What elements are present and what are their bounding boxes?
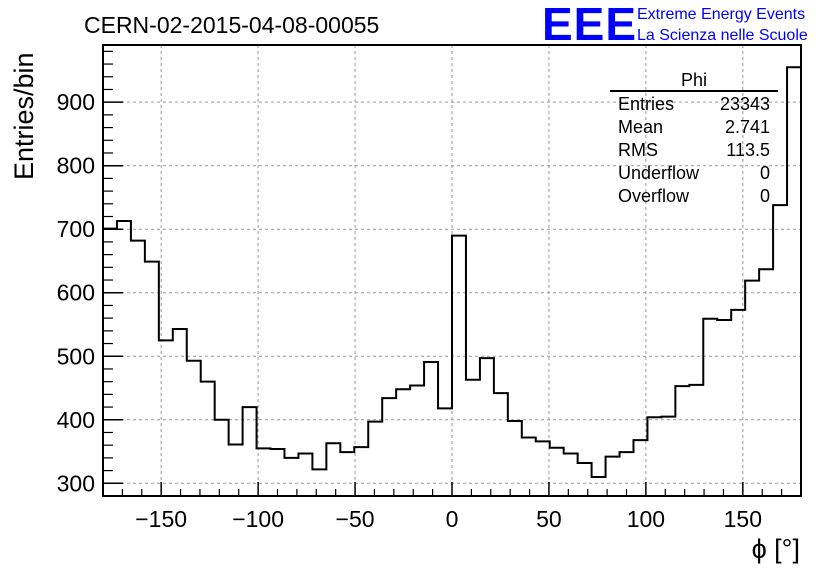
stats-value-mean: 2.741	[725, 117, 770, 137]
y-axis-label: Entries/bin	[9, 52, 39, 180]
y-tick-labels: 300 400 500 600 700 800 900	[57, 89, 95, 496]
stats-value-entries: 23343	[720, 94, 770, 114]
x-tick-label: −50	[336, 506, 375, 532]
x-tick-label: −150	[135, 506, 187, 532]
x-axis-label: ϕ [°]	[752, 534, 800, 564]
stats-value-overflow: 0	[760, 186, 770, 206]
axis-ticks	[102, 50, 802, 497]
y-tick-label: 800	[57, 153, 95, 179]
stats-box: Phi Entries 23343 Mean 2.741 RMS 113.5 U…	[610, 70, 778, 206]
stats-title: Phi	[681, 70, 707, 90]
stats-label-overflow: Overflow	[618, 186, 690, 206]
logo-line-2: La Scienza nelle Scuole	[637, 27, 808, 44]
stats-label-entries: Entries	[618, 94, 674, 114]
x-tick-label: 150	[724, 506, 762, 532]
x-tick-label: 50	[536, 506, 562, 532]
stats-label-underflow: Underflow	[618, 163, 700, 183]
stats-value-rms: 113.5	[726, 140, 770, 160]
x-tick-labels: −150 −100 −50 0 50 100 150	[135, 506, 762, 532]
logo-line-1: Extreme Energy Events	[637, 6, 805, 23]
chart-title: CERN-02-2015-04-08-00055	[84, 12, 379, 38]
y-tick-label: 900	[57, 89, 95, 115]
y-tick-label: 600	[57, 280, 95, 306]
histogram-line	[102, 66, 802, 496]
eee-logo: EEE Extreme Energy Events La Scienza nel…	[542, 0, 808, 50]
y-tick-label: 400	[57, 407, 95, 433]
eee-logo-mark: EEE	[542, 0, 637, 50]
stats-label-rms: RMS	[618, 140, 658, 160]
y-tick-label: 700	[57, 216, 95, 242]
y-tick-label: 300	[57, 470, 95, 496]
x-tick-label: 100	[627, 506, 665, 532]
x-tick-label: 0	[446, 506, 459, 532]
x-tick-label: −100	[232, 506, 284, 532]
stats-label-mean: Mean	[618, 117, 663, 137]
y-tick-label: 500	[57, 343, 95, 369]
stats-value-underflow: 0	[760, 163, 770, 183]
